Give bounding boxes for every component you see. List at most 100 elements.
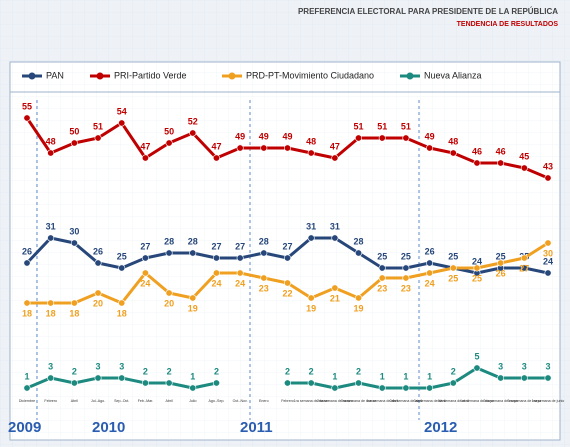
point bbox=[355, 249, 363, 257]
point bbox=[283, 279, 291, 287]
point bbox=[236, 254, 244, 262]
data-label: 49 bbox=[259, 131, 269, 141]
data-label: 19 bbox=[306, 303, 316, 313]
data-label: 18 bbox=[46, 308, 56, 318]
point bbox=[236, 269, 244, 277]
data-label: 2 bbox=[451, 366, 456, 376]
point bbox=[497, 259, 505, 267]
data-label: 2 bbox=[143, 366, 148, 376]
data-label: 18 bbox=[22, 308, 32, 318]
data-label: 1 bbox=[403, 371, 408, 381]
point bbox=[141, 269, 149, 277]
point bbox=[473, 159, 481, 167]
point bbox=[283, 144, 291, 152]
data-label: 19 bbox=[354, 303, 364, 313]
point bbox=[544, 239, 552, 247]
point bbox=[307, 379, 315, 387]
point bbox=[47, 149, 55, 157]
x-tick-label: Oct.-Nov. bbox=[233, 399, 248, 403]
data-label: 19 bbox=[188, 303, 198, 313]
point bbox=[331, 234, 339, 242]
point bbox=[47, 234, 55, 242]
point bbox=[473, 364, 481, 372]
point bbox=[212, 154, 220, 162]
data-label: 24 bbox=[235, 278, 245, 288]
point bbox=[118, 374, 126, 382]
data-label: 2 bbox=[214, 366, 219, 376]
data-label: 28 bbox=[354, 236, 364, 246]
x-tick-label: Diciembre bbox=[19, 399, 35, 403]
x-tick-label: Febrero bbox=[44, 399, 57, 403]
point bbox=[165, 289, 173, 297]
data-label: 3 bbox=[119, 361, 124, 371]
data-label: 49 bbox=[282, 131, 292, 141]
data-label: 27 bbox=[519, 263, 529, 273]
x-tick-label: 1ra semana de marzo bbox=[294, 399, 329, 403]
data-label: 49 bbox=[235, 131, 245, 141]
year-label: 2012 bbox=[424, 419, 457, 436]
point bbox=[70, 139, 78, 147]
data-label: 2 bbox=[309, 366, 314, 376]
data-label: 25 bbox=[448, 273, 458, 283]
x-tick-label: Julio bbox=[189, 399, 196, 403]
data-label: 28 bbox=[188, 236, 198, 246]
data-label: 27 bbox=[211, 241, 221, 251]
data-label: 31 bbox=[330, 221, 340, 231]
data-label: 2 bbox=[167, 366, 172, 376]
x-tick-label: Enero bbox=[259, 399, 269, 403]
data-label: 28 bbox=[259, 236, 269, 246]
point bbox=[23, 384, 31, 392]
legend-marker bbox=[96, 72, 104, 80]
data-label: 24 bbox=[472, 256, 482, 266]
data-label: 31 bbox=[306, 221, 316, 231]
data-label: 22 bbox=[282, 288, 292, 298]
point bbox=[497, 374, 505, 382]
x-tick-label: 2da semana de mayo bbox=[483, 399, 518, 403]
data-label: 20 bbox=[93, 298, 103, 308]
data-label: 24 bbox=[543, 256, 553, 266]
point bbox=[118, 299, 126, 307]
point bbox=[520, 164, 528, 172]
point bbox=[23, 114, 31, 122]
data-label: 2 bbox=[285, 366, 290, 376]
x-tick-label: 1ra semana de mayo bbox=[460, 399, 494, 403]
x-tick-label: 3ra semana de mayo bbox=[507, 399, 541, 403]
data-label: 23 bbox=[377, 283, 387, 293]
legend-marker bbox=[228, 72, 236, 80]
point bbox=[189, 129, 197, 137]
data-label: 24 bbox=[140, 278, 150, 288]
point bbox=[497, 159, 505, 167]
data-label: 3 bbox=[522, 361, 527, 371]
data-label: 25 bbox=[117, 251, 127, 261]
legend-label: Nueva Alianza bbox=[424, 70, 482, 80]
data-label: 47 bbox=[211, 141, 221, 151]
point bbox=[236, 144, 244, 152]
x-tick-label: Feb.-Mar. bbox=[138, 399, 153, 403]
point bbox=[449, 379, 457, 387]
data-label: 18 bbox=[117, 308, 127, 318]
point bbox=[449, 149, 457, 157]
x-tick-label: Abril bbox=[71, 399, 78, 403]
point bbox=[544, 269, 552, 277]
point bbox=[212, 254, 220, 262]
data-label: 20 bbox=[164, 298, 174, 308]
point bbox=[141, 379, 149, 387]
x-tick-label: 3ra semana de marzo bbox=[341, 399, 376, 403]
legend-marker bbox=[28, 72, 36, 80]
data-label: 50 bbox=[69, 126, 79, 136]
data-label: 51 bbox=[401, 121, 411, 131]
x-tick-label: 1ra semana de junio bbox=[532, 399, 565, 403]
data-label: 28 bbox=[164, 236, 174, 246]
year-dividers bbox=[36, 100, 420, 420]
data-label: 1 bbox=[427, 371, 432, 381]
point bbox=[378, 274, 386, 282]
data-label: 3 bbox=[498, 361, 503, 371]
data-label: 24 bbox=[425, 278, 435, 288]
data-label: 26 bbox=[425, 246, 435, 256]
data-label: 23 bbox=[401, 283, 411, 293]
point bbox=[520, 254, 528, 262]
point bbox=[355, 294, 363, 302]
data-label: 45 bbox=[519, 151, 529, 161]
point bbox=[141, 154, 149, 162]
point bbox=[355, 134, 363, 142]
